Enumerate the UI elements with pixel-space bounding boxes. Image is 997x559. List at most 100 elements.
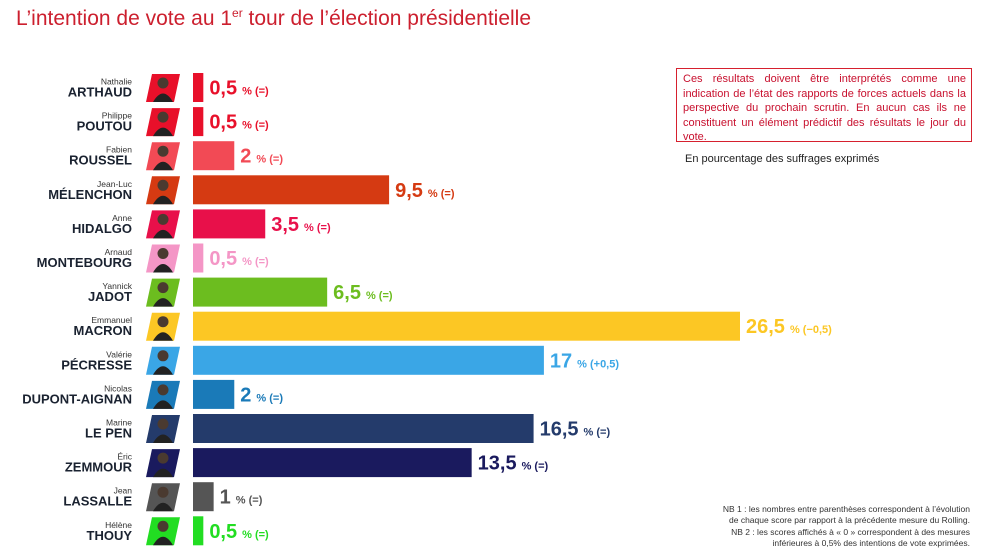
portrait-body xyxy=(153,195,173,205)
candidate-portrait xyxy=(146,449,180,478)
bar xyxy=(193,107,204,137)
value-change: % (=) xyxy=(256,392,283,404)
portrait-body xyxy=(153,93,173,102)
bar xyxy=(193,345,544,375)
value-number: 2 xyxy=(240,146,251,168)
value-label: 0,5 % (=) xyxy=(209,112,269,134)
value-change: % (=) xyxy=(366,290,393,302)
candidate-portrait xyxy=(146,483,180,512)
portrait-head xyxy=(157,384,169,396)
candidate-first-name: Arnaud xyxy=(105,247,133,257)
value-change: % (+0,5) xyxy=(577,358,619,370)
nb1-line2: de chaque score par rapport à la précéde… xyxy=(729,515,970,525)
value-change: % (−0,5) xyxy=(790,324,832,336)
candidate-first-name: Nicolas xyxy=(104,383,132,393)
candidate-last-name: POUTOU xyxy=(77,119,132,134)
value-change: % (=) xyxy=(242,86,269,98)
bar xyxy=(193,311,740,341)
candidate-portrait xyxy=(146,380,180,409)
portrait-body xyxy=(153,434,173,443)
candidate-first-name: Nathalie xyxy=(101,77,132,87)
value-change: % (=) xyxy=(256,154,283,166)
candidate-first-name: Marine xyxy=(106,418,132,428)
portrait-body xyxy=(153,332,173,341)
value-label: 3,5 % (=) xyxy=(271,214,331,236)
candidate-portrait xyxy=(146,74,180,102)
value-change: % (=) xyxy=(584,427,611,439)
portrait-head xyxy=(157,111,169,123)
portrait-head xyxy=(157,452,169,464)
portrait-head xyxy=(157,282,169,294)
candidate-first-name: Hélène xyxy=(105,520,132,530)
nb1-line1: NB 1 : les nombres entre parenthèses cor… xyxy=(722,504,970,514)
value-label: 0,5 % (=) xyxy=(209,78,269,100)
candidate-first-name: Valérie xyxy=(106,349,132,359)
value-label: 13,5 % (=) xyxy=(478,453,549,475)
portrait-head xyxy=(157,179,169,191)
portrait-head xyxy=(157,77,169,89)
candidate-last-name: PÉCRESSE xyxy=(61,357,132,372)
value-change: % (=) xyxy=(242,256,269,268)
candidate-last-name: LASSALLE xyxy=(63,494,132,509)
value-number: 13,5 xyxy=(478,453,517,475)
disclaimer-box: Ces résultats doivent être interprétés c… xyxy=(676,68,972,143)
value-change: % (=) xyxy=(236,495,263,507)
value-label: 2 % (=) xyxy=(240,384,283,406)
candidate-portrait xyxy=(146,517,180,546)
candidate-portrait xyxy=(146,142,180,171)
candidate-portrait xyxy=(146,176,180,205)
candidate-first-name: Philippe xyxy=(102,111,133,121)
candidate-first-name: Fabien xyxy=(106,145,132,155)
candidate-last-name: ARTHAUD xyxy=(68,85,132,100)
value-change: % (=) xyxy=(242,529,269,541)
candidate-first-name: Jean-Luc xyxy=(97,179,133,189)
portrait-body xyxy=(153,366,173,375)
candidate-first-name: Éric xyxy=(117,452,132,462)
candidate-last-name: MONTEBOURG xyxy=(37,255,132,270)
portrait-body xyxy=(153,127,173,137)
portrait-body xyxy=(153,264,173,273)
candidate-last-name: HIDALGO xyxy=(72,221,132,236)
nb2-line2: inférieures à 0,5% des intentions de vot… xyxy=(772,538,970,548)
candidate-last-name: LE PEN xyxy=(85,426,132,441)
value-number: 16,5 xyxy=(540,419,579,441)
bar xyxy=(193,243,204,273)
value-change: % (=) xyxy=(304,222,331,234)
bar xyxy=(193,379,235,409)
candidate-last-name: THOUY xyxy=(87,528,133,543)
value-number: 3,5 xyxy=(271,214,299,236)
candidate-portrait xyxy=(146,244,180,273)
candidate-last-name: MACRON xyxy=(74,323,133,338)
value-label: 26,5 % (−0,5) xyxy=(746,316,832,338)
value-label: 17 % (+0,5) xyxy=(550,350,619,372)
bar xyxy=(193,209,266,239)
portrait-body xyxy=(153,400,173,409)
portrait-body xyxy=(153,502,173,512)
candidate-portrait xyxy=(146,108,180,137)
portrait-head xyxy=(157,145,169,157)
portrait-head xyxy=(157,316,169,328)
portrait-body xyxy=(153,161,173,171)
unit-note: En pourcentage des suffrages exprimés xyxy=(685,153,880,165)
value-label: 0,5 % (=) xyxy=(209,521,269,543)
bar xyxy=(193,482,214,512)
value-number: 6,5 xyxy=(333,282,361,304)
chart-title: L’intention de vote au 1er tour de l’éle… xyxy=(16,6,532,30)
candidate-portrait xyxy=(146,210,180,239)
value-change: % (=) xyxy=(522,461,549,473)
candidate-portrait xyxy=(146,312,180,341)
bar xyxy=(193,516,204,546)
value-number: 17 xyxy=(550,350,572,372)
portrait-head xyxy=(157,486,169,498)
candidate-portrait xyxy=(146,278,180,307)
portrait-head xyxy=(157,520,169,532)
value-label: 6,5 % (=) xyxy=(333,282,393,304)
value-label: 9,5 % (=) xyxy=(395,180,455,202)
portrait-body xyxy=(153,298,173,307)
candidate-first-name: Emmanuel xyxy=(91,315,132,325)
candidate-last-name: DUPONT-AIGNAN xyxy=(22,391,132,406)
bar xyxy=(193,73,204,102)
candidate-portrait xyxy=(146,415,180,443)
value-number: 0,5 xyxy=(209,521,237,543)
candidate-first-name: Jean xyxy=(114,486,133,496)
